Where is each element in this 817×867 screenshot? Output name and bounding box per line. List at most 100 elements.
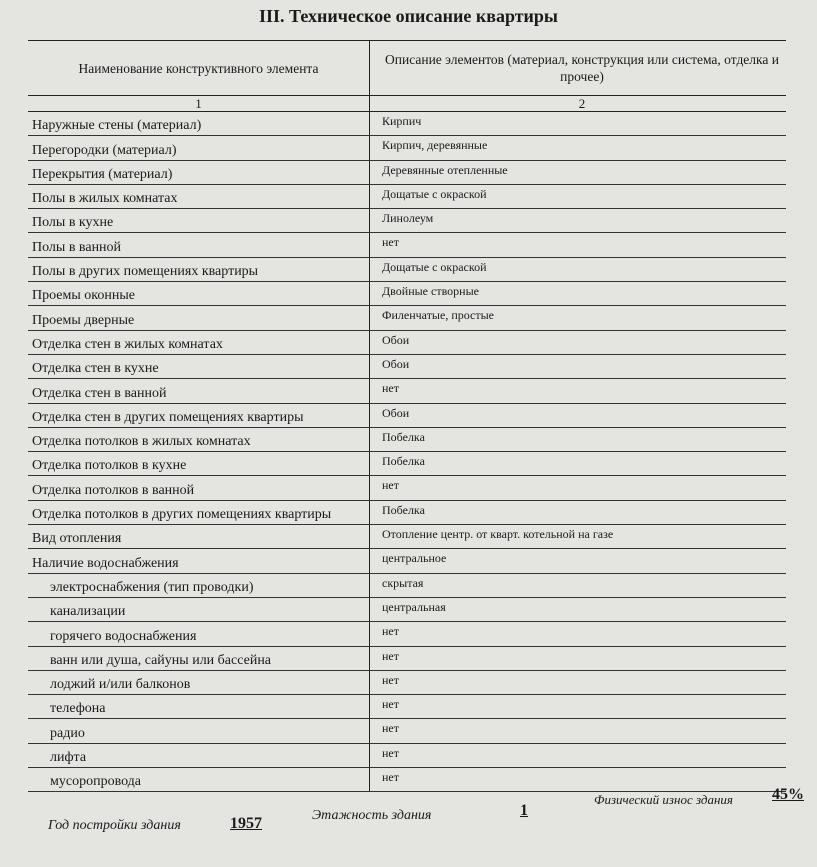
element-name: Наличие водоснабжения	[28, 549, 370, 573]
element-name: Полы в жилых комнатах	[28, 184, 370, 209]
element-name: Проемы оконные	[28, 282, 370, 306]
element-description: центральная	[382, 599, 446, 614]
column-number: 1	[28, 96, 370, 111]
element-description: центральное	[382, 551, 447, 566]
table-row: лоджий и/или балконов нет	[28, 670, 786, 696]
element-description: скрытая	[382, 575, 424, 590]
table-row: горячего водоснабжения нет	[28, 622, 786, 647]
element-name: мусоропровода	[28, 768, 370, 792]
element-description: нет	[382, 648, 399, 663]
element-description: Отопление центр. от кварт. котельной на …	[382, 527, 614, 542]
element-description: Кирпич, деревянные	[382, 138, 488, 153]
table-row: Отделка стен в других помещениях квартир…	[28, 403, 786, 428]
table-row: Отделка стен в жилых комнатах Обои	[28, 330, 786, 355]
element-description: нет	[382, 381, 399, 396]
element-name: Отделка потолков в ванной	[28, 476, 370, 500]
element-description: Кирпич	[382, 114, 422, 128]
table-row: Полы в других помещениях квартиры Дощатые…	[28, 257, 786, 283]
table-row: электроснабжения (тип проводки) скрытая	[28, 573, 786, 598]
element-description: Филенчатые, простые	[382, 308, 495, 323]
table-row: Отделка потолков в ванной нет	[28, 476, 786, 501]
element-description: нет	[382, 235, 399, 250]
table-row: Отделка стен в ванной нет	[28, 379, 786, 404]
table-row: канализации центральная	[28, 597, 786, 623]
table: Наименование конструктивного элемента Оп…	[28, 40, 786, 793]
title: III. Техническое описание квартиры	[258, 6, 558, 26]
column-header: Описание элементов (материал, конструкци…	[385, 52, 779, 84]
element-name: Отделка потолков в других помещениях ква…	[28, 500, 370, 525]
element-description: нет	[382, 745, 399, 760]
table-row: Отделка потолков в других помещениях ква…	[28, 500, 786, 526]
year-label: Год постройки здания	[48, 818, 181, 833]
element-name: телефона	[28, 695, 370, 719]
element-name: Отделка потолков в кухне	[28, 452, 370, 476]
element-description: Двойные створные	[382, 284, 479, 299]
column-number: 2	[578, 96, 586, 111]
element-name: электроснабжения (тип проводки)	[28, 573, 370, 597]
table-row: телефона нет	[28, 695, 786, 720]
element-name: Отделка стен в кухне	[28, 354, 370, 379]
element-name: Перегородки (материал)	[28, 136, 370, 160]
element-name: ванн или душа, сайуны или бассейна	[28, 646, 370, 670]
element-name: Перекрытия (материал)	[28, 160, 370, 184]
element-name: Проемы дверные	[28, 306, 370, 330]
table-row: Перегородки (материал) Кирпич, деревянные	[28, 136, 786, 161]
element-name: лифта	[28, 743, 370, 768]
element-name: Отделка стен в ванной	[28, 379, 370, 403]
wear-label: Физический износ здания	[594, 792, 733, 807]
element-description: Обои	[382, 332, 410, 347]
year-value: 1957	[230, 815, 262, 832]
table-row: Отделка потолков в кухне Побелка	[28, 452, 786, 477]
wear-value: 45%	[772, 786, 804, 803]
element-name: Отделка потолков в жилых комнатах	[28, 427, 370, 452]
element-name: горячего водоснабжения	[28, 622, 370, 646]
table-row: радио нет	[28, 719, 786, 744]
table-row: Полы в ванной нет	[28, 233, 786, 258]
table-row: Полы в жилых комнатах Дощатые с окраской	[28, 184, 786, 210]
element-description: Линолеум	[382, 211, 434, 226]
header-row: Наименование конструктивного элемента Оп…	[28, 41, 786, 96]
column-header: Наименование конструктивного элемента	[28, 41, 370, 95]
element-name: Вид отопления	[28, 525, 370, 549]
table-row: Отделка стен в кухне Обои	[28, 354, 786, 380]
element-name: Наружные стены (материал)	[28, 112, 370, 136]
element-description: нет	[382, 770, 399, 785]
element-description: Дощатые с окраской	[382, 259, 487, 274]
element-name: Отделка стен в жилых комнатах	[28, 330, 370, 354]
table-row: Проемы оконные Двойные створные	[28, 282, 786, 307]
table-row: Вид отопления Отопление центр. от кварт. …	[28, 525, 786, 550]
floors-label: Этажность здания	[312, 808, 432, 823]
element-description: Обои	[382, 405, 410, 420]
table-row: Полы в кухне Линолеум	[28, 209, 786, 234]
footer: Год постройки здания 1957 Этажность здан…	[0, 786, 817, 842]
element-description: Побелка	[382, 502, 425, 517]
element-name: Полы в кухне	[28, 209, 370, 233]
element-description: нет	[382, 478, 399, 493]
element-description: нет	[382, 624, 399, 639]
element-name: радио	[28, 719, 370, 743]
element-description: Обои	[382, 356, 410, 371]
table-row: лифта нет	[28, 743, 786, 769]
table-row: Наличие водоснабжения центральное	[28, 549, 786, 574]
table-row: Отделка потолков в жилых комнатах Побелка	[28, 427, 786, 453]
element-description: Побелка	[382, 429, 425, 444]
table-row: Перекрытия (материал) Деревянные отепленн…	[28, 160, 786, 185]
element-name: Полы в других помещениях квартиры	[28, 257, 370, 282]
element-description: Побелка	[382, 454, 425, 469]
element-description: нет	[382, 672, 399, 687]
table-row: ванн или душа, сайуны или бассейна нет	[28, 646, 786, 671]
table-row: мусоропровода нет	[28, 768, 786, 793]
element-description: Дощатые с окраской	[382, 186, 487, 201]
element-name: лоджий и/или балконов	[28, 670, 370, 695]
floors-value: 1	[520, 802, 528, 819]
column-number-row: 1 2	[28, 96, 786, 112]
element-name: канализации	[28, 597, 370, 622]
element-description: нет	[382, 697, 399, 712]
table-row: Наружные стены (материал) Кирпич	[28, 112, 786, 137]
element-name: Отделка стен в других помещениях квартир…	[28, 403, 370, 427]
element-description: Деревянные отепленные	[382, 162, 508, 177]
element-description: нет	[382, 721, 399, 736]
table-row: Проемы дверные Филенчатые, простые	[28, 306, 786, 331]
element-name: Полы в ванной	[28, 233, 370, 257]
